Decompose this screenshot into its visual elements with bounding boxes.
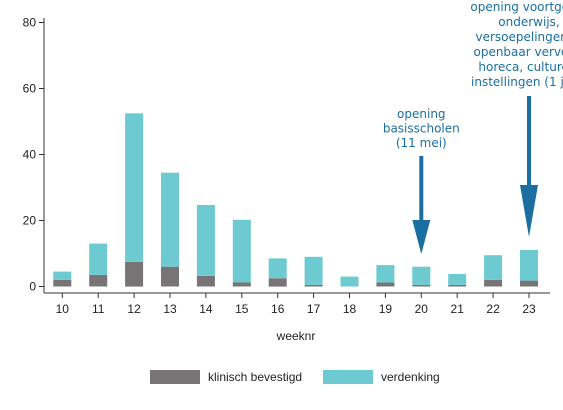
annotation-arrow-head-week-23: [520, 185, 538, 237]
annotation-week-20-line-1: opening: [397, 107, 446, 121]
bar-verdenking-week-13: [161, 172, 179, 267]
x-tick-label-14: 14: [199, 302, 213, 316]
annotation-week-23-line-3: versoepelingen in: [475, 30, 563, 44]
x-tick-label-17: 17: [307, 302, 321, 316]
y-ticks: 0 20 40 60 80: [23, 16, 44, 294]
x-tick-label-13: 13: [163, 302, 177, 316]
annotation-week-23-line-5: horeca, culturele: [478, 60, 563, 74]
bars-layer: [53, 113, 538, 287]
bar-verdenking-week-18: [340, 276, 359, 287]
y-tick-label-20: 20: [23, 214, 37, 228]
y-tick-label-0: 0: [29, 280, 36, 294]
x-tick-label-10: 10: [56, 302, 70, 316]
bar-verdenking-week-15: [232, 219, 251, 283]
bar-bevestigd-week-10: [53, 279, 72, 287]
bar-bevestigd-week-21: [448, 284, 467, 287]
bar-bevestigd-week-15: [232, 282, 251, 287]
bar-bevestigd-week-20: [412, 284, 431, 287]
y-tick-label-60: 60: [23, 82, 37, 96]
bar-bevestigd-week-11: [89, 274, 108, 287]
bar-verdenking-week-12: [125, 113, 144, 262]
x-tick-label-11: 11: [92, 302, 105, 316]
bar-bevestigd-week-22: [484, 279, 503, 287]
annotation-week-23-line-2: onderwijs,: [498, 15, 559, 29]
x-tick-label-22: 22: [486, 302, 500, 316]
bar-verdenking-week-14: [196, 205, 215, 276]
legend-swatch-bevestigd: [150, 370, 200, 384]
bar-bevestigd-week-19: [376, 282, 395, 287]
legend-swatch-verdenking: [323, 370, 373, 384]
annotation-arrow-head-week-20: [412, 220, 431, 254]
annotation-week-23-line-6: instellingen (1 juni): [471, 75, 563, 89]
axes-layer: [43, 18, 550, 294]
legend: klinisch bevestigd verdenking: [150, 370, 440, 384]
bar-verdenking-week-19: [376, 265, 395, 283]
bar-verdenking-week-21: [448, 274, 467, 285]
legend-label-bevestigd: klinisch bevestigd: [208, 370, 302, 384]
x-tick-label-12: 12: [127, 302, 141, 316]
bar-verdenking-week-17: [304, 256, 323, 285]
bar-verdenking-week-16: [268, 258, 287, 279]
x-tick-label-20: 20: [415, 302, 429, 316]
x-ticks: 10 11 12 13 14 15 16 17 18 19 20 21 22 23: [56, 293, 536, 316]
annotation-week-20-line-3: (11 mei): [396, 136, 447, 150]
bar-bevestigd-week-23: [520, 280, 538, 287]
annotation-week-20-line-2: basisscholen: [383, 122, 460, 136]
annotation-week-23-line-4: openbaar vervoer,: [473, 45, 563, 59]
bar-verdenking-week-20: [412, 266, 431, 285]
bar-bevestigd-week-12: [125, 261, 144, 287]
x-tick-label-18: 18: [343, 302, 357, 316]
bar-verdenking-week-11: [89, 243, 108, 275]
legend-label-verdenking: verdenking: [381, 370, 440, 384]
x-axis-title: weeknr: [276, 329, 316, 343]
y-tick-label-40: 40: [23, 148, 37, 162]
bar-verdenking-week-23: [520, 249, 538, 281]
bar-bevestigd-week-16: [268, 278, 287, 287]
x-tick-label-21: 21: [451, 302, 465, 316]
bar-verdenking-week-22: [484, 255, 503, 280]
bar-bevestigd-week-13: [161, 266, 179, 287]
bar-bevestigd-week-17: [304, 284, 323, 287]
bar-bevestigd-week-14: [196, 275, 215, 287]
x-tick-label-23: 23: [522, 302, 536, 316]
x-tick-label-15: 15: [235, 302, 249, 316]
annotation-week-23-line-1: opening voortgezet: [470, 0, 563, 14]
x-tick-label-16: 16: [271, 302, 285, 316]
bar-verdenking-week-10: [53, 271, 72, 280]
x-tick-label-19: 19: [379, 302, 393, 316]
y-tick-label-80: 80: [23, 16, 37, 30]
